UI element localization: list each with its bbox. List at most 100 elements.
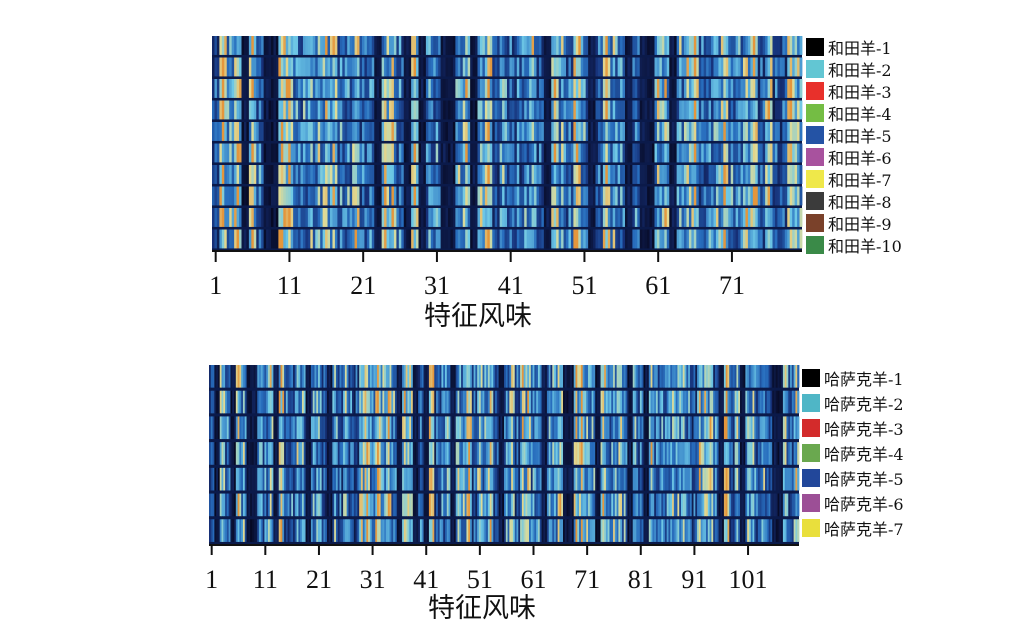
heatmap-cell	[300, 442, 303, 465]
legend-label: 哈萨克羊-2	[824, 395, 904, 414]
heatmap-cell	[282, 416, 285, 440]
heatmap-cell	[256, 57, 260, 77]
heatmap-cell	[507, 493, 510, 517]
heatmap-cell	[379, 229, 383, 249]
heatmap-cell	[659, 79, 663, 98]
heatmap-cell	[359, 36, 363, 55]
heatmap-cell	[664, 390, 668, 414]
heatmap-cell	[416, 100, 419, 120]
heatmap-cell	[740, 229, 744, 249]
heatmap-cell	[570, 57, 574, 77]
heatmap-cell	[713, 467, 716, 491]
heatmap-cell	[330, 467, 333, 491]
heatmap-cell	[543, 229, 547, 249]
heatmap-cell	[688, 36, 692, 55]
heatmap-cell	[695, 519, 698, 542]
heatmap-cell	[686, 229, 690, 249]
heatmap-cell	[327, 208, 331, 227]
heatmap-cell	[703, 57, 707, 77]
heatmap-cell	[602, 143, 606, 163]
heatmap-cell	[452, 519, 455, 542]
heatmap-cell	[691, 100, 695, 120]
heatmap-cell	[668, 442, 671, 465]
heatmap-cell	[639, 143, 643, 163]
heatmap-cell	[563, 100, 567, 120]
heatmap-cell	[546, 57, 550, 77]
heatmap-cell	[639, 390, 643, 414]
heatmap-cell	[607, 416, 610, 440]
heatmap-cell	[278, 493, 281, 517]
heatmap-cell	[353, 519, 357, 542]
heatmap-cell	[720, 208, 724, 227]
legend-swatch	[802, 469, 820, 487]
heatmap-cell	[706, 519, 709, 542]
heatmap-cell	[487, 100, 491, 120]
heatmap-cell	[307, 79, 311, 98]
heatmap-cell	[745, 57, 749, 77]
heatmap-cell	[618, 365, 621, 388]
heatmap-cell	[568, 519, 571, 542]
heatmap-cell	[521, 57, 525, 77]
heatmap-cell	[309, 519, 312, 542]
heatmap-cell	[585, 122, 589, 141]
heatmap-cell	[228, 365, 231, 388]
heatmap-cell	[648, 493, 652, 517]
heatmap-cell	[273, 186, 277, 206]
heatmap-cell	[548, 365, 551, 388]
heatmap-cell	[536, 208, 540, 227]
heatmap-cell	[686, 165, 690, 184]
heatmap-cell	[730, 143, 734, 163]
heatmap-cell	[600, 390, 603, 414]
heatmap-cell	[545, 467, 548, 491]
heatmap-cell	[236, 57, 240, 77]
legend-swatch	[802, 369, 820, 387]
heatmap-cell	[381, 79, 385, 98]
heatmap-cell	[600, 442, 603, 465]
heatmap-cell	[209, 390, 212, 414]
heatmap-cell	[707, 493, 711, 517]
heatmap-cell	[568, 100, 572, 120]
heatmap-cell	[679, 442, 682, 465]
heatmap-cell	[740, 416, 743, 440]
heatmap-cell	[243, 186, 247, 206]
legend: 和田羊-1和田羊-2和田羊-3和田羊-4和田羊-5和田羊-6和田羊-7和田羊-8…	[806, 38, 902, 256]
heatmap-cell	[762, 165, 766, 184]
heatmap-cell	[296, 365, 299, 388]
heatmap-cell	[713, 143, 717, 163]
heatmap-cell	[337, 365, 340, 388]
heatmap-cell	[671, 186, 675, 206]
heatmap-cell	[605, 365, 609, 388]
heatmap-cell	[489, 365, 492, 388]
heatmap-cell	[256, 143, 260, 163]
heatmap-cell	[403, 365, 407, 388]
heatmap-cell	[354, 208, 358, 227]
heatmap-cell	[791, 519, 795, 542]
heatmap-cell	[251, 416, 255, 440]
heatmap-cell	[617, 57, 621, 77]
heatmap-cell	[416, 143, 419, 163]
heatmap-cell	[607, 365, 610, 388]
heatmap-cell	[552, 416, 555, 440]
heatmap-cell	[555, 442, 559, 465]
heatmap-cell	[305, 519, 308, 542]
heatmap-cell	[427, 390, 430, 414]
heatmap-cell	[445, 416, 448, 440]
heatmap-cell	[722, 365, 725, 388]
heatmap-cell	[347, 165, 351, 184]
heatmap-cell	[777, 519, 780, 542]
heatmap-cell	[532, 416, 535, 440]
heatmap-cell	[217, 416, 221, 440]
heatmap-cell	[570, 519, 573, 542]
heatmap-cell	[679, 208, 682, 227]
heatmap-cell	[666, 100, 670, 120]
heatmap-cell	[408, 229, 412, 249]
heatmap-cell	[487, 365, 491, 388]
heatmap-cell	[620, 467, 623, 491]
heatmap-cell	[600, 208, 604, 227]
heatmap-cell	[524, 57, 528, 77]
heatmap-cell	[401, 186, 405, 206]
heatmap-cell	[414, 493, 417, 517]
heatmap-cell	[413, 165, 417, 184]
heatmap-cell	[610, 57, 614, 77]
heatmap-cell	[382, 467, 385, 491]
